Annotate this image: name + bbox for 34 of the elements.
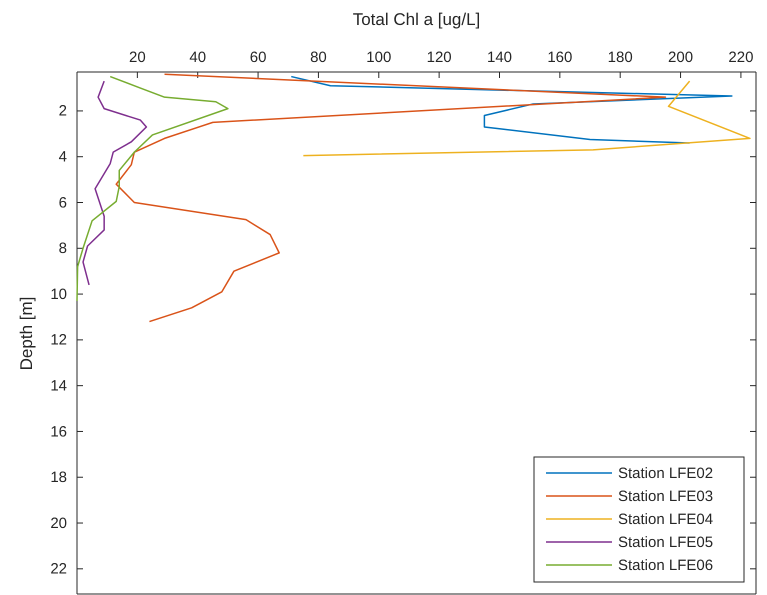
x-tick-label: 40	[189, 49, 206, 66]
line-series	[76, 76, 229, 302]
x-tick-label: 20	[129, 49, 146, 66]
x-tick-label: 140	[486, 49, 512, 66]
x-axis-title: Total Chl a [ug/L]	[352, 10, 480, 29]
x-tick-label: 80	[310, 49, 327, 66]
y-tick-label: 8	[58, 240, 67, 258]
legend-label: Station LFE02	[618, 465, 714, 482]
legend-label: Station LFE05	[618, 534, 714, 551]
line-series	[115, 74, 666, 322]
x-tick-label: 220	[728, 49, 754, 66]
y-tick-label: 10	[50, 286, 67, 303]
y-tick-label: 16	[50, 423, 67, 440]
y-tick-label: 12	[50, 332, 67, 349]
y-tick-label: 18	[50, 469, 67, 486]
x-tick-label: 200	[668, 49, 694, 66]
y-tick-label: 6	[58, 194, 67, 212]
legend-label: Station LFE06	[618, 557, 714, 574]
y-tick-label: 14	[50, 377, 67, 394]
line-series	[82, 80, 148, 286]
y-tick-label: 2	[58, 102, 67, 120]
line-series	[290, 76, 733, 144]
line-series	[302, 80, 751, 156]
y-axis-title: Depth [m]	[17, 296, 36, 370]
legend-label: Station LFE03	[618, 488, 714, 505]
y-tick-label: 22	[50, 560, 67, 578]
x-tick-label: 60	[250, 49, 266, 66]
x-tick-label: 120	[426, 49, 452, 66]
x-tick-label: 160	[547, 49, 572, 66]
legend-label: Station LFE04	[618, 511, 714, 528]
y-tick-label: 20	[50, 514, 67, 532]
x-tick-label: 100	[366, 49, 392, 66]
y-tick-label: 4	[58, 148, 67, 166]
x-tick-label: 180	[608, 49, 633, 66]
